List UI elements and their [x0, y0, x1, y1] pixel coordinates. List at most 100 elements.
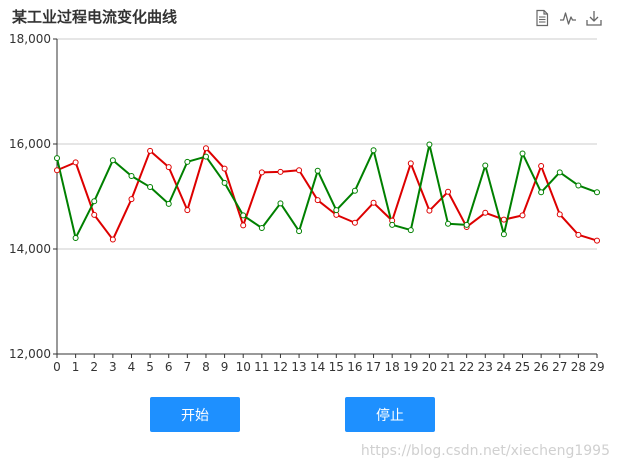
x-tick-label: 8: [202, 360, 210, 374]
series-2-point: [184, 158, 191, 165]
series-2-point: [519, 150, 526, 157]
series-2-point: [258, 225, 265, 231]
x-tick-label: 29: [589, 360, 604, 374]
start-button[interactable]: 开始: [150, 397, 240, 432]
x-tick-label: 15: [329, 360, 344, 374]
x-tick-label: 0: [53, 360, 61, 374]
x-tick-label: 22: [459, 360, 474, 374]
series-1-point: [538, 163, 545, 170]
x-tick-label: 26: [533, 360, 548, 374]
chart-title: 某工业过程电流变化曲线: [12, 8, 178, 26]
series-2-point: [277, 200, 284, 207]
x-tick-label: 19: [403, 360, 418, 374]
series-2-point: [351, 187, 358, 194]
series-1-point: [426, 207, 433, 214]
series-1-point: [556, 211, 563, 218]
x-tick-label: 25: [515, 360, 530, 374]
series-2-point: [202, 153, 209, 160]
series-2-point: [389, 221, 396, 228]
y-tick-label: 12,000: [9, 347, 51, 361]
series-1-point: [407, 160, 414, 167]
x-tick-label: 21: [440, 360, 455, 374]
series-2-point: [538, 189, 545, 196]
stop-button[interactable]: 停止: [345, 397, 435, 432]
series-1-point: [296, 167, 303, 174]
document-icon[interactable]: [533, 9, 551, 27]
series-2-point: [54, 155, 60, 162]
series-1-point: [147, 147, 154, 154]
series-1-point: [351, 219, 358, 226]
series-2-point: [445, 220, 452, 227]
series-1-point: [72, 159, 79, 166]
series-1-point: [240, 222, 247, 229]
series-1-point: [575, 231, 582, 238]
x-tick-label: 13: [291, 360, 306, 374]
series-1-point: [109, 236, 116, 243]
x-tick-label: 18: [385, 360, 400, 374]
x-tick-label: 3: [109, 360, 117, 374]
x-tick-label: 11: [254, 360, 269, 374]
series-2-point: [575, 182, 582, 189]
watermark-url: https://blog.csdn.net/xiecheng1995: [360, 443, 610, 459]
series-1-point: [277, 168, 284, 175]
series-2-point: [482, 162, 489, 169]
series-1-point: [91, 211, 98, 218]
x-tick-label: 16: [347, 360, 362, 374]
series-2-point: [109, 157, 116, 164]
series-layer: [54, 141, 600, 244]
series-1-point: [594, 237, 600, 244]
series-2-point: [500, 231, 507, 238]
x-tick-label: 17: [366, 360, 381, 374]
x-tick-label: 5: [146, 360, 154, 374]
series-1-point: [258, 169, 265, 176]
x-tick-label: 4: [128, 360, 136, 374]
chart-toolbox: [533, 9, 603, 27]
x-tick-label: 20: [422, 360, 437, 374]
download-icon[interactable]: [585, 9, 603, 27]
x-tick-label: 28: [571, 360, 586, 374]
x-tick-label: 14: [310, 360, 325, 374]
series-1-point: [184, 207, 191, 214]
series-2-point: [463, 221, 470, 228]
y-tick-label: 18,000: [9, 32, 51, 46]
series-2-point: [370, 147, 377, 154]
series-2-point: [147, 184, 154, 191]
x-tick-label: 9: [221, 360, 229, 374]
series-1-point: [500, 216, 507, 223]
series-2-point: [296, 228, 303, 235]
x-tick-label: 6: [165, 360, 173, 374]
y-tick-label: 16,000: [9, 137, 51, 151]
x-tick-label: 10: [236, 360, 251, 374]
series-1-point: [128, 196, 135, 203]
x-tick-label: 27: [552, 360, 567, 374]
series-2-point: [240, 212, 247, 219]
series-line-2: [56, 143, 598, 239]
series-2-point: [314, 167, 321, 174]
x-tick-label: 12: [273, 360, 288, 374]
series-1-point: [370, 199, 377, 206]
x-tick-label: 23: [478, 360, 493, 374]
x-tick-label: 1: [72, 360, 80, 374]
series-1-point: [314, 197, 321, 204]
series-2-point: [594, 189, 600, 196]
series-1-point: [221, 165, 228, 172]
series-2-point: [165, 200, 172, 207]
series-2-point: [333, 207, 340, 214]
series-2-point: [426, 141, 433, 148]
chart-container: 某工业过程电流变化曲线 12,000 14,000 16,000 18,000 0 1 2 3…: [9, 8, 605, 374]
grid-layer: [57, 38, 597, 250]
series-2-point: [128, 173, 135, 180]
series-1-point: [482, 209, 489, 216]
series-1-point: [519, 212, 526, 219]
line-chart-icon[interactable]: [559, 9, 577, 27]
series-1-point: [54, 167, 60, 174]
x-tick-label: 7: [184, 360, 192, 374]
series-2-point: [221, 179, 228, 186]
series-1-point: [202, 145, 209, 152]
series-2-point: [556, 169, 563, 176]
series-2-point: [407, 227, 414, 234]
x-tick-label: 24: [496, 360, 511, 374]
series-line-1: [56, 147, 598, 242]
